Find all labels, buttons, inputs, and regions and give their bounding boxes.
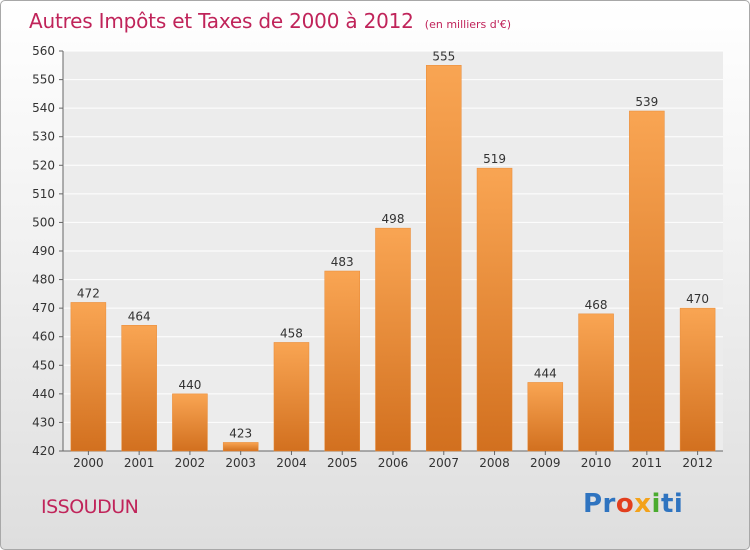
y-tick-label: 550 xyxy=(32,73,55,87)
y-tick-label: 540 xyxy=(32,101,55,115)
x-tick-label-2010: 2010 xyxy=(581,456,612,470)
data-label-2003: 423 xyxy=(229,426,252,440)
bar-2010 xyxy=(578,313,614,452)
y-tick-label: 530 xyxy=(32,130,55,144)
y-tick-label: 510 xyxy=(32,187,55,201)
x-tick-label-2005: 2005 xyxy=(327,456,358,470)
y-tick-label: 470 xyxy=(32,301,55,315)
x-tick-label-2007: 2007 xyxy=(428,456,459,470)
bar-2012 xyxy=(679,307,716,452)
data-label-2010: 468 xyxy=(585,298,608,312)
x-tick-label-2008: 2008 xyxy=(479,456,510,470)
data-label-2012: 470 xyxy=(686,292,709,306)
x-tick-label-2011: 2011 xyxy=(632,456,663,470)
data-label-2000: 472 xyxy=(77,286,100,300)
bar-2007 xyxy=(426,65,462,452)
bar-2000 xyxy=(70,302,107,452)
x-tick-label-2003: 2003 xyxy=(225,456,256,470)
data-label-2004: 458 xyxy=(280,326,303,340)
data-label-2007: 555 xyxy=(432,49,455,63)
bar-2006 xyxy=(375,227,411,452)
bar-2005 xyxy=(324,270,360,452)
data-label-2005: 483 xyxy=(331,255,354,269)
y-tick-label: 440 xyxy=(32,387,55,401)
bar-2002 xyxy=(172,393,208,452)
y-tick-label: 450 xyxy=(32,358,55,372)
x-tick-label-2006: 2006 xyxy=(378,456,409,470)
data-label-2011: 539 xyxy=(635,95,658,109)
data-label-2001: 464 xyxy=(128,309,151,323)
bar-2004 xyxy=(273,342,310,452)
x-tick-label-2012: 2012 xyxy=(682,456,713,470)
data-label-2008: 519 xyxy=(483,152,506,166)
y-tick-label: 430 xyxy=(32,415,55,429)
x-tick-label-2001: 2001 xyxy=(124,456,155,470)
bar-2008 xyxy=(476,167,513,452)
city-name: ISSOUDUN xyxy=(41,496,139,518)
proxiti-logo: Proxiti xyxy=(583,489,684,519)
x-tick-label-2002: 2002 xyxy=(175,456,206,470)
x-tick-label-2009: 2009 xyxy=(530,456,561,470)
bar-2003 xyxy=(222,442,259,452)
data-label-2009: 444 xyxy=(534,366,557,380)
y-tick-label: 520 xyxy=(32,158,55,172)
x-tick-label-2000: 2000 xyxy=(73,456,104,470)
data-label-2006: 498 xyxy=(382,212,405,226)
x-tick-label-2004: 2004 xyxy=(276,456,307,470)
y-tick-label: 560 xyxy=(32,44,55,58)
bar-2001 xyxy=(121,325,157,452)
y-tick-label: 420 xyxy=(32,444,55,458)
chart-subtitle: (en milliers d'€) xyxy=(424,18,512,31)
y-tick-label: 480 xyxy=(32,273,55,287)
y-tick-label: 490 xyxy=(32,244,55,258)
data-label-2002: 440 xyxy=(178,378,201,392)
bar-2009 xyxy=(527,382,564,452)
y-tick-label: 500 xyxy=(32,215,55,229)
y-tick-label: 460 xyxy=(32,330,55,344)
chart-title: Autres Impôts et Taxes de 2000 à 2012 xyxy=(29,9,414,33)
bar-2011 xyxy=(629,110,665,452)
chart-header: Autres Impôts et Taxes de 2000 à 2012 (e… xyxy=(29,9,511,33)
